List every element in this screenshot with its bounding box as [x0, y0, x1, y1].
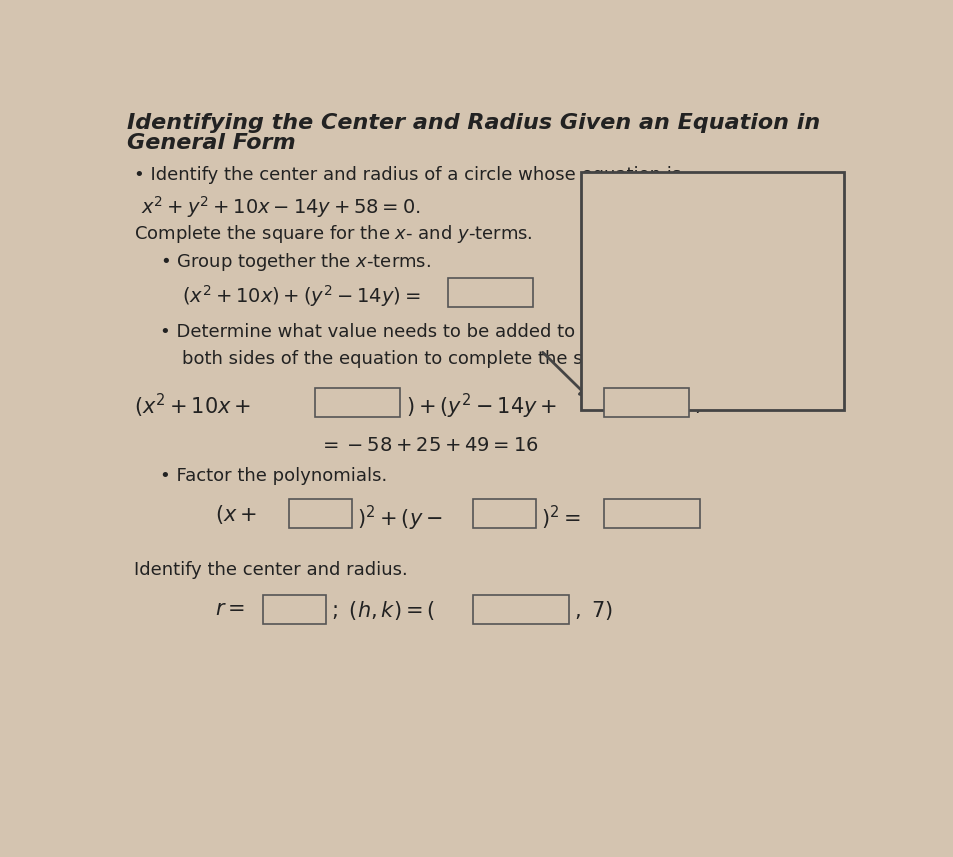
Text: $)^2 + (y -$: $)^2 + (y -$ — [357, 503, 442, 532]
Text: • Identify the center and radius of a circle whose equation is: • Identify the center and radius of a ci… — [133, 165, 680, 183]
FancyBboxPatch shape — [263, 595, 326, 624]
Text: $y:\left(\dfrac{-14}{2}\right)^2 = 49$: $y:\left(\dfrac{-14}{2}\right)^2 = 49$ — [596, 304, 728, 345]
Text: Identify the center and radius.: Identify the center and radius. — [133, 561, 407, 579]
Text: General Form: General Form — [127, 133, 295, 153]
Text: • Factor the polynomials.: • Factor the polynomials. — [160, 467, 387, 485]
Text: $(x^2 + 10x +$: $(x^2 + 10x +$ — [133, 392, 252, 420]
FancyBboxPatch shape — [314, 388, 400, 417]
Text: $= -58 + 25 + 49 = 16$: $= -58 + 25 + 49 = 16$ — [318, 436, 537, 455]
Text: Complete the square for the $x$- and $y$-terms.: Complete the square for the $x$- and $y$… — [133, 223, 532, 245]
Text: $\left(\dfrac{b}{2}\right)^2$: $\left(\dfrac{b}{2}\right)^2$ — [685, 183, 735, 227]
Text: • Determine what value needs to be added to: • Determine what value needs to be added… — [160, 323, 575, 341]
Text: • Group together the $x$-terms.: • Group together the $x$-terms. — [160, 251, 431, 273]
Text: $r =$: $r =$ — [215, 599, 245, 619]
FancyBboxPatch shape — [472, 595, 568, 624]
FancyBboxPatch shape — [289, 500, 352, 529]
Text: $,\ 7)$: $,\ 7)$ — [574, 599, 613, 622]
Text: Identifying the Center and Radius Given an Equation in: Identifying the Center and Radius Given … — [127, 113, 819, 133]
FancyBboxPatch shape — [580, 172, 842, 410]
Text: both sides of the equation to complete the square.: both sides of the equation to complete t… — [182, 351, 639, 369]
FancyBboxPatch shape — [603, 388, 689, 417]
Text: $)^2 =$: $)^2 =$ — [540, 503, 579, 531]
Text: $x:\left(\dfrac{10}{2}\right)^2 = 25$: $x:\left(\dfrac{10}{2}\right)^2 = 25$ — [606, 235, 725, 275]
Text: $) + (y^2 - 14y +$: $) + (y^2 - 14y +$ — [406, 392, 557, 421]
Text: $x^2 + y^2 + 10x - 14y + 58 = 0.$: $x^2 + y^2 + 10x - 14y + 58 = 0.$ — [141, 194, 420, 219]
Text: $(x +$: $(x +$ — [215, 503, 257, 526]
FancyBboxPatch shape — [448, 279, 533, 308]
Text: $(x^2 + 10x) + (y^2 - 14y) =$: $(x^2 + 10x) + (y^2 - 14y) =$ — [182, 283, 420, 309]
FancyBboxPatch shape — [603, 500, 699, 529]
FancyBboxPatch shape — [472, 500, 535, 529]
Text: $)$: $)$ — [694, 392, 702, 415]
Text: $;\ (h,k) = ($: $;\ (h,k) = ($ — [331, 599, 436, 622]
